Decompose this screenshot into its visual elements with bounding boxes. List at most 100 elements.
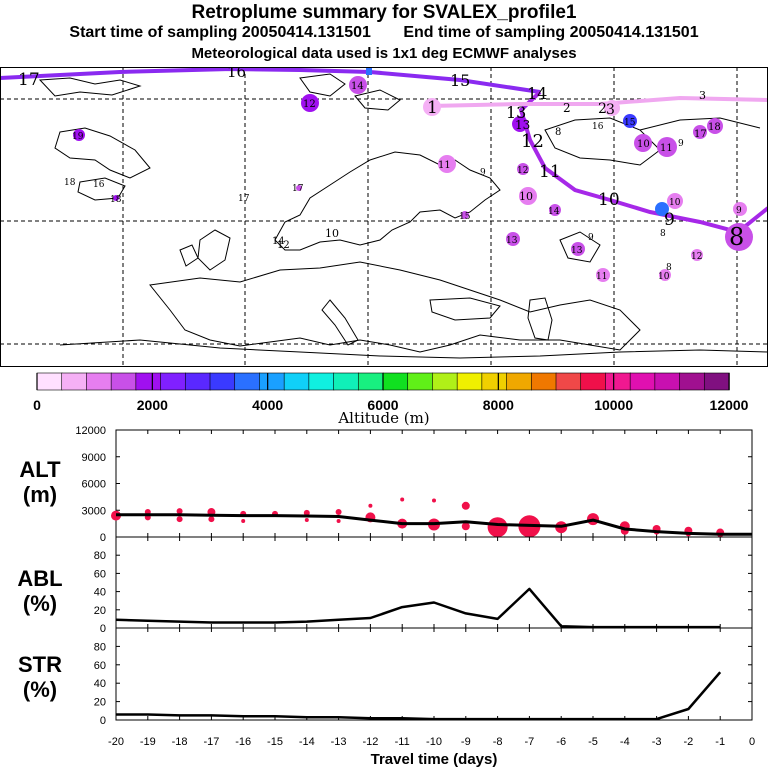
cluster-label: 9 xyxy=(588,233,594,243)
colorbar: 0 2000 4000 6000 8000 10000 12000 xyxy=(33,372,749,413)
lake-coast xyxy=(559,231,601,263)
cluster-label: 16 xyxy=(592,122,604,132)
cluster-point xyxy=(335,509,342,516)
cluster-label: 17 xyxy=(292,184,304,194)
colorbar-tick-label: 2000 xyxy=(137,397,168,413)
y-tick-label: 12000 xyxy=(75,425,106,437)
abl-series-line xyxy=(115,587,721,629)
y-tick-label: 0 xyxy=(100,715,106,727)
colorbar-tick-label: 0 xyxy=(33,397,41,413)
traj-label: 17 xyxy=(18,70,40,90)
abl-label-unit: (%) xyxy=(22,591,58,616)
abl-label-name: ABL xyxy=(17,566,63,591)
colorbar-swatch xyxy=(382,372,409,391)
plot-title: Retroplume summary for SVALEX_profile1 xyxy=(191,2,577,23)
colorbar-swatch xyxy=(308,372,335,391)
cluster-point xyxy=(304,518,309,523)
caspian-coast xyxy=(527,297,553,341)
cluster-label: 18 xyxy=(64,178,76,188)
greenland-south-coast xyxy=(54,127,151,179)
alt-series-line xyxy=(116,513,752,536)
cluster-label: 15 xyxy=(624,118,636,128)
colorbar-tick-label: 10000 xyxy=(594,397,633,413)
colorbar-swatch xyxy=(555,372,582,391)
x-tick-label: -15 xyxy=(267,736,283,748)
x-tick-label: -16 xyxy=(235,736,251,748)
cluster-label: 10 xyxy=(519,190,533,203)
cluster-label: 18 xyxy=(708,122,721,133)
cluster-label: 13 xyxy=(506,236,518,246)
abl-panel: 80 60 40 20 0 xyxy=(94,536,753,635)
x-tick-label: -4 xyxy=(620,736,630,748)
cluster-circle xyxy=(506,232,520,246)
abl-panel-label: ABL (%) xyxy=(0,566,80,616)
cluster-label: 11 xyxy=(660,143,673,154)
cluster-label: 11 xyxy=(596,272,607,282)
str-label-name: STR xyxy=(18,652,62,677)
cluster-circle xyxy=(519,187,537,205)
y-tick-label: 0 xyxy=(100,623,106,635)
cluster-circle xyxy=(423,98,441,116)
colorbar-swatch xyxy=(629,372,656,391)
time-series-panels: 120009000600030000806040200806040200-20-… xyxy=(75,425,755,748)
x-tick-label: -5 xyxy=(588,736,598,748)
cluster-circle xyxy=(549,204,561,216)
colorbar-swatch xyxy=(333,372,359,391)
str-series-line xyxy=(116,671,722,721)
cluster-circle xyxy=(634,134,652,152)
ireland-coast xyxy=(179,244,199,267)
italy-coast xyxy=(321,299,359,346)
south-coast xyxy=(59,339,768,359)
colorbar-swatch xyxy=(432,372,458,391)
x-axis-label: Travel time (days) xyxy=(371,751,498,768)
colorbar-swatch xyxy=(407,372,434,391)
colorbar-swatch xyxy=(61,372,88,391)
x-tick-label: -2 xyxy=(684,736,694,748)
cluster-point xyxy=(303,509,310,516)
cluster-circle xyxy=(623,114,637,128)
cluster-circle xyxy=(733,202,747,216)
x-tick-label: -3 xyxy=(652,736,662,748)
cluster-circles xyxy=(73,76,753,282)
cluster-point xyxy=(432,498,436,503)
colorbar-swatch xyxy=(135,372,162,391)
x-tick-label: -11 xyxy=(395,736,410,748)
cluster-point xyxy=(208,516,215,523)
cluster-label: 19 xyxy=(72,132,84,142)
cluster-point xyxy=(400,497,405,502)
cluster-label: 12 xyxy=(303,99,316,110)
x-tick-label: -13 xyxy=(331,736,347,748)
map-panel: 17 16 15 14 13 12 11 10 9 8 1 2 3 14 12 … xyxy=(0,67,768,367)
franz-josef-coast xyxy=(354,89,401,111)
x-tick-label: -9 xyxy=(461,736,471,748)
cluster-label: 12 xyxy=(277,240,290,251)
cluster-label: 10 xyxy=(325,227,339,240)
colorbar-swatch xyxy=(703,372,730,391)
colorbar-swatch xyxy=(456,372,483,391)
cluster-circle xyxy=(604,100,620,116)
y-tick-label: 3000 xyxy=(82,505,106,517)
start-time: Start time of sampling 20050414.131501 xyxy=(69,24,371,41)
x-tick-label: -10 xyxy=(426,736,442,748)
x-tick-label: -18 xyxy=(172,736,188,748)
x-tick-label: -12 xyxy=(362,736,378,748)
colorbar-swatch xyxy=(110,372,137,391)
traj-label: 14 xyxy=(527,84,547,103)
sampling-times: Start time of sampling 20050414.131501 E… xyxy=(0,24,768,42)
cluster-label: 13 xyxy=(515,118,530,132)
cluster-label: 12 xyxy=(517,166,528,176)
cluster-circle xyxy=(438,155,456,173)
str-panel: 80 60 40 20 0 xyxy=(94,627,753,727)
receptor-marker xyxy=(366,68,372,75)
cluster-label: 9 xyxy=(480,168,486,178)
cluster-circle xyxy=(667,193,683,209)
alt-label-unit: (m) xyxy=(22,482,58,507)
traj-label: 1 xyxy=(427,98,438,118)
x-tick-label: 0 xyxy=(749,736,755,748)
cluster-point xyxy=(176,516,183,523)
traj-label: 2 xyxy=(563,101,571,115)
abl-frame xyxy=(115,536,753,629)
traj-label: 15 xyxy=(450,71,470,90)
cluster-label: 12 xyxy=(691,252,702,262)
greenland-coast xyxy=(38,77,142,97)
